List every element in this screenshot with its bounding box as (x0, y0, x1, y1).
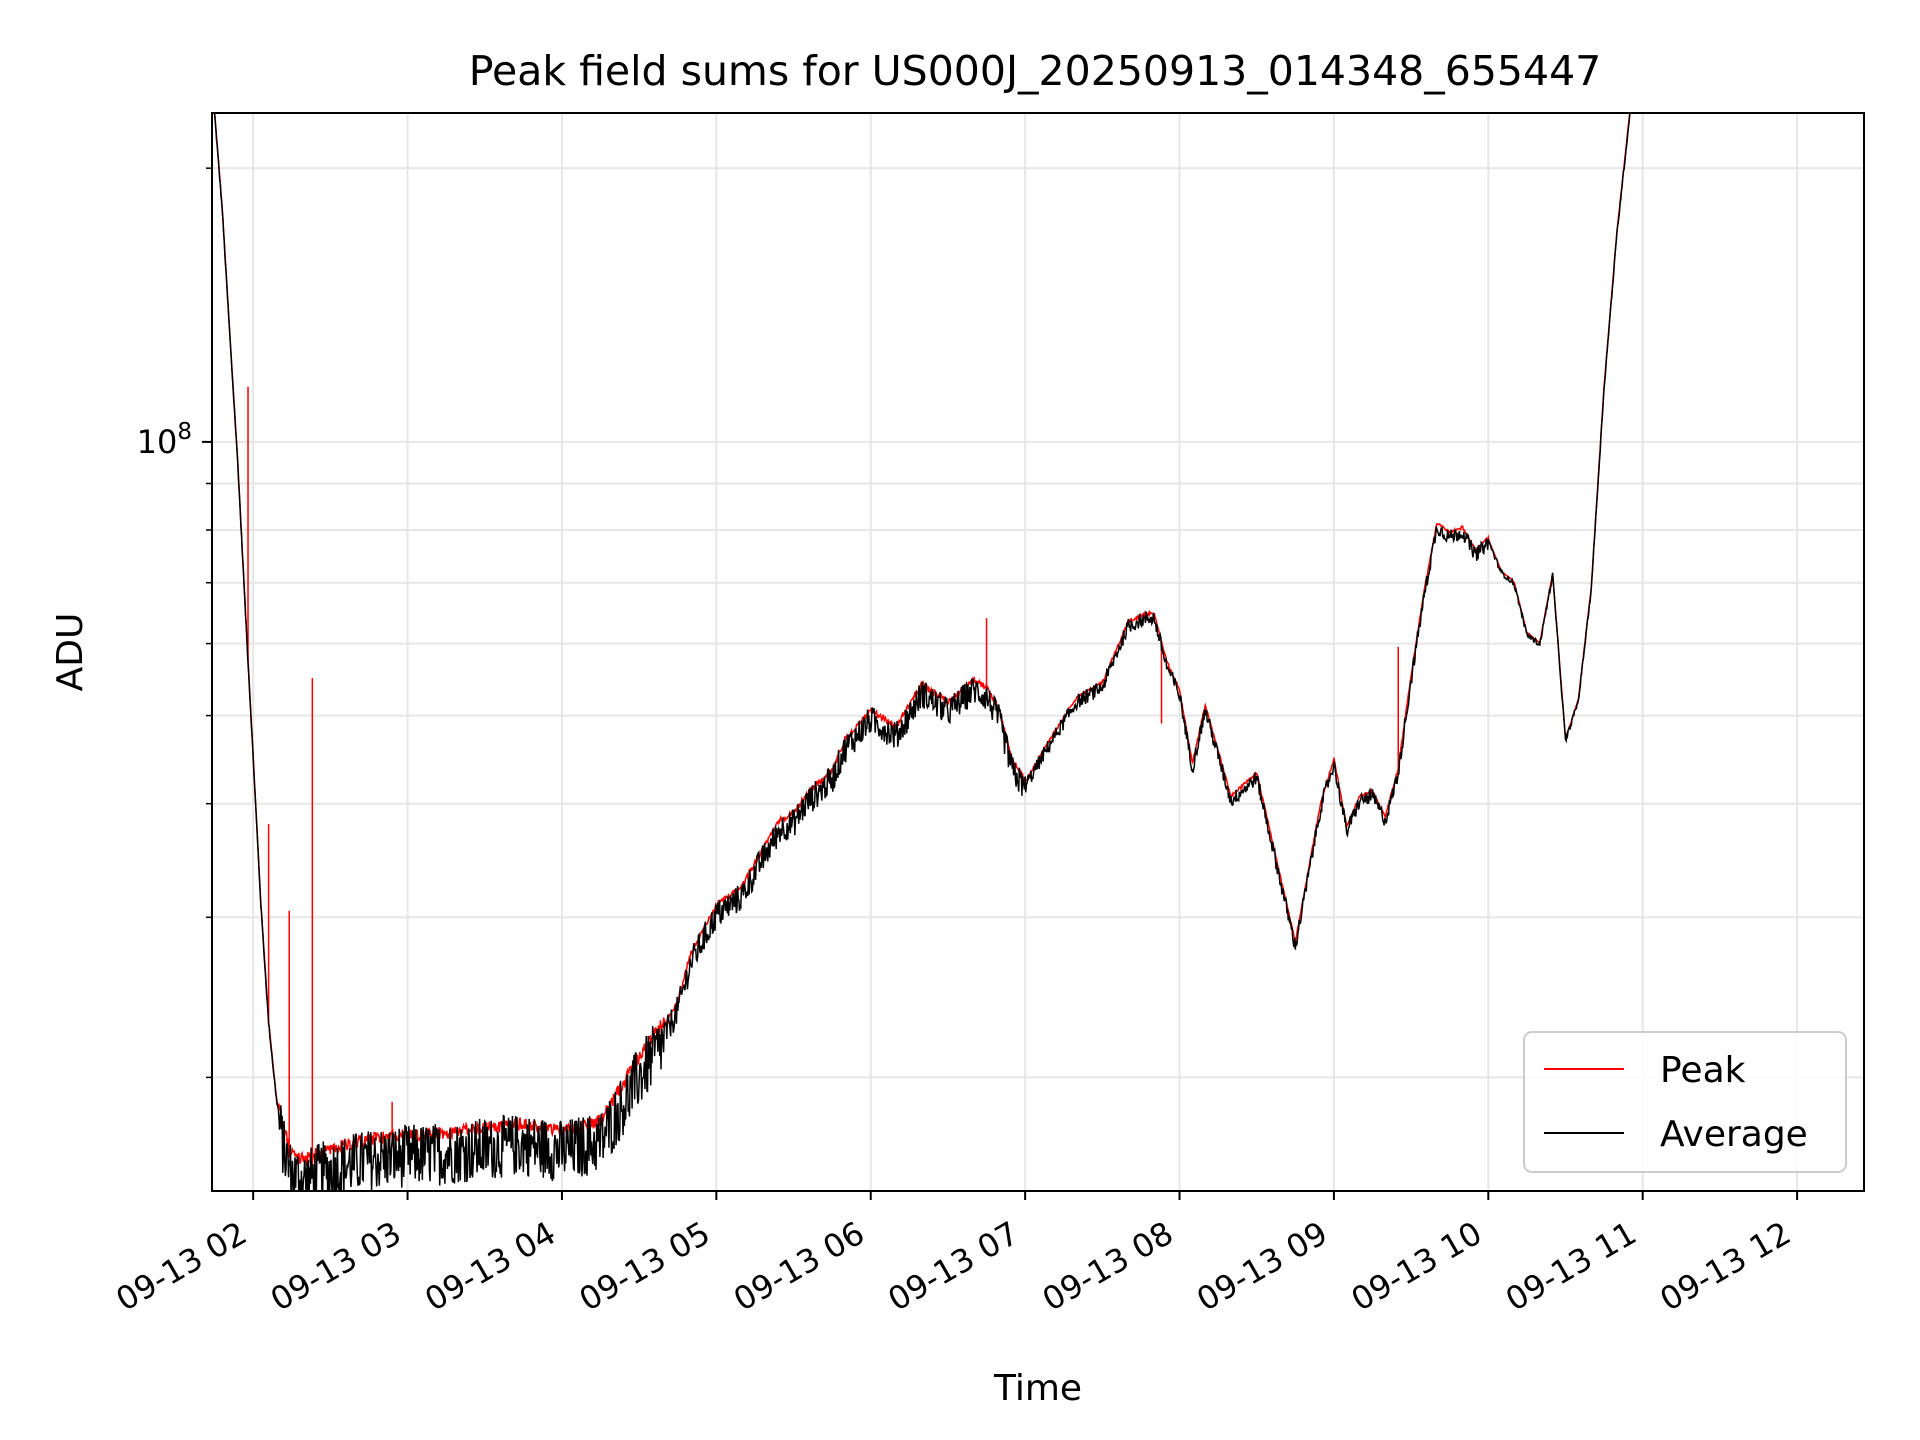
average-line (213, 113, 1631, 1191)
plot-frame (211, 112, 1865, 1192)
chart-title: Peak field sums for US000J_20250913_0143… (469, 47, 1602, 95)
plot-area (213, 113, 1631, 1191)
legend-box (1523, 1031, 1847, 1173)
legend-average-label: Average (1660, 1114, 1808, 1155)
legend-peak-label: Peak (1660, 1050, 1746, 1091)
legend: Peak Average (1523, 1031, 1847, 1173)
x-axis-label: Time (993, 1368, 1082, 1409)
y-tick-label: 108 (137, 419, 192, 461)
average-series (213, 113, 1631, 1191)
y-tick-labels: 108 (137, 419, 192, 461)
y-axis-label: ADU (50, 613, 91, 692)
